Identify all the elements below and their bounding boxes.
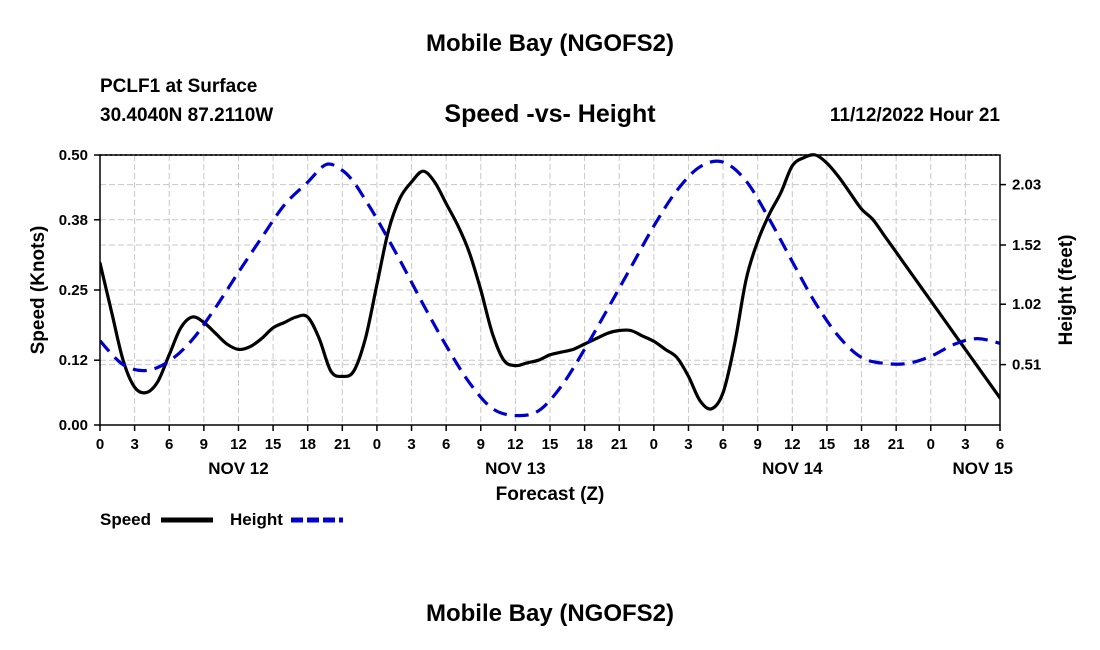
series-line-height <box>100 159 1000 418</box>
x-tick-label: 0 <box>650 436 658 453</box>
station-label: PCLF1 at Surface <box>100 76 258 97</box>
x-tick-label: 15 <box>819 436 836 453</box>
x-tick-label: 3 <box>407 436 415 453</box>
x-tick-label: 6 <box>442 436 450 453</box>
x-tick-label: 12 <box>230 436 247 453</box>
x-tick-label: 18 <box>299 436 316 453</box>
y-tick-label: 0.38 <box>59 212 88 229</box>
forecast-datetime: 11/12/2022 Hour 21 <box>829 105 1000 126</box>
x-tick-label: 3 <box>961 436 969 453</box>
x-tick-label: 6 <box>996 436 1004 453</box>
y-tick-label: 0.25 <box>59 282 88 299</box>
x-tick-label: 3 <box>130 436 138 453</box>
y-axis-label-right: Height (feet) <box>1056 235 1077 346</box>
x-tick-label: 0 <box>927 436 935 453</box>
grid-lines <box>100 154 1000 425</box>
axes: 0 3 6 9 12 15 18 21 0 3 6 9 12 15 18 21 0 3 6 9 12 15 18 21 0 3 6 N… <box>59 147 1041 478</box>
x-axis-label: Forecast (Z) <box>496 484 605 505</box>
chart-subtitle: Speed -vs- Height <box>444 100 656 128</box>
legend-label-height: Height <box>230 510 283 529</box>
x-tick-label: 15 <box>542 436 559 453</box>
date-label: NOV 14 <box>762 459 823 478</box>
x-tick-label: 6 <box>719 436 727 453</box>
x-tick-label: 3 <box>684 436 692 453</box>
station-coordinates: 30.4040N 87.2110W <box>100 105 274 126</box>
x-tick-label: 21 <box>611 436 628 453</box>
x-tick-label: 0 <box>373 436 381 453</box>
series-line-speed <box>100 153 1000 411</box>
x-tick-label: 9 <box>477 436 485 453</box>
legend: Speed Height <box>100 510 343 529</box>
y2-tick-label: 1.52 <box>1012 237 1041 254</box>
x-tick-label: 18 <box>576 436 593 453</box>
x-tick-label: 18 <box>853 436 870 453</box>
series-layer <box>100 153 1000 418</box>
x-tick-label: 21 <box>888 436 905 453</box>
date-label: NOV 12 <box>208 459 268 478</box>
date-label: NOV 15 <box>952 459 1012 478</box>
x-tick-label: 9 <box>754 436 762 453</box>
x-tick-label: 0 <box>96 436 104 453</box>
x-tick-label: 12 <box>507 436 524 453</box>
x-tick-label: 21 <box>334 436 351 453</box>
chart-title-top: Mobile Bay (NGOFS2) <box>425 30 675 57</box>
legend-label-speed: Speed <box>100 510 151 529</box>
date-label: NOV 13 <box>485 459 545 478</box>
x-tick-label: 9 <box>200 436 208 453</box>
y2-tick-label: 0.51 <box>1012 357 1041 374</box>
chart-title-bottom: Mobile Bay (NGOFS2) <box>425 600 675 627</box>
y-axis-label-left: Speed (Knots) <box>28 226 49 355</box>
x-tick-label: 6 <box>165 436 173 453</box>
y2-tick-label: 2.03 <box>1012 177 1041 194</box>
y-tick-label: 0.12 <box>59 352 88 369</box>
y-tick-label: 0.50 <box>59 147 88 164</box>
y-tick-label: 0.00 <box>59 417 88 434</box>
x-tick-label: 12 <box>784 436 801 453</box>
x-tick-label: 15 <box>265 436 282 453</box>
y2-tick-label: 1.02 <box>1012 296 1041 313</box>
